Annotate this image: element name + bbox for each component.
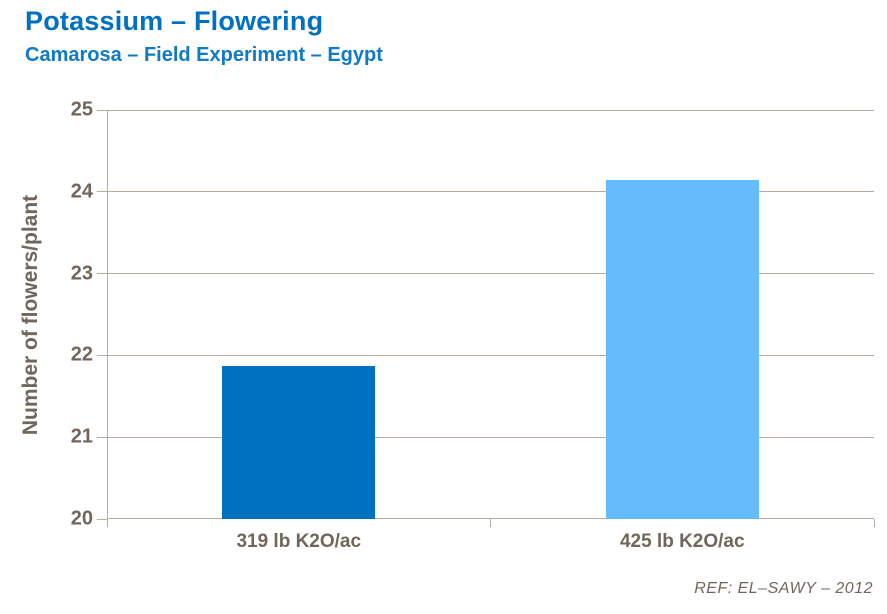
x-tick-0 <box>106 519 108 527</box>
y-tick-label-25: 25 <box>70 98 93 121</box>
y-tick-20 <box>97 518 107 520</box>
y-tick-23 <box>97 273 107 275</box>
plot-area: Number of flowers/plant 20 21 22 23 24 25 319 … <box>19 99 875 552</box>
y-tick-22 <box>97 354 107 356</box>
y-axis-line <box>107 110 108 519</box>
y-tick-label-21: 21 <box>70 425 93 448</box>
x-axis-line <box>107 518 874 519</box>
chart-subtitle: Camarosa – Field Experiment – Egypt <box>25 44 383 66</box>
gridline-y-22 <box>107 354 874 356</box>
gridline-y-24 <box>107 191 874 193</box>
gridline-y-21 <box>107 436 874 438</box>
y-tick-label-20: 20 <box>70 507 93 530</box>
x-category-label-1: 319 lb K2O/ac <box>236 531 362 552</box>
x-tick-2 <box>873 519 875 527</box>
gridline-y-23 <box>107 273 874 275</box>
x-category-label-2: 425 lb K2O/ac <box>619 531 745 552</box>
y-tick-21 <box>97 436 107 438</box>
y-axis-title: Number of flowers/plant <box>19 194 42 435</box>
y-tick-label-24: 24 <box>70 180 93 203</box>
gridline-y-25 <box>107 109 874 111</box>
y-tick-label-23: 23 <box>70 262 93 285</box>
y-tick-25 <box>97 109 107 111</box>
y-tick-24 <box>97 191 107 193</box>
reference-note: REF: EL–SAWY – 2012 <box>694 580 873 597</box>
bar-319-lb-k2o-ac <box>222 366 376 519</box>
bar-425-lb-k2o-ac <box>605 180 759 519</box>
chart-title: Potassium – Flowering <box>25 6 324 36</box>
y-tick-label-22: 22 <box>70 343 93 366</box>
x-tick-1 <box>490 519 491 527</box>
